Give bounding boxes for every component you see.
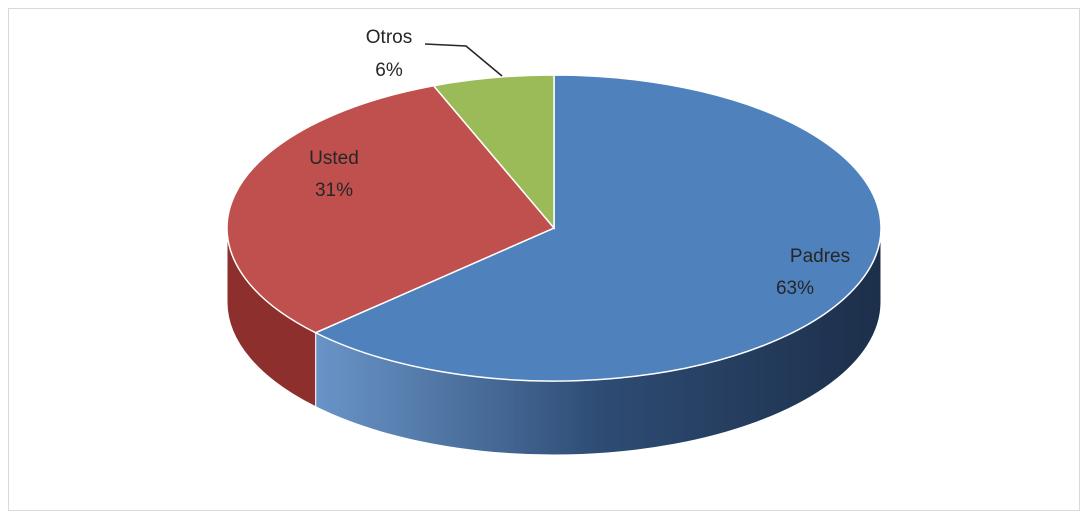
label-padres-name: Padres	[790, 246, 850, 267]
label-padres-percent: 63%	[776, 278, 814, 299]
pie-tops	[226, 74, 882, 382]
label-otros-percent: 6%	[375, 60, 403, 81]
pie-slice-otros	[432, 74, 555, 231]
pie-slice-padres	[313, 74, 882, 382]
label-otros-name: Otros	[366, 27, 412, 48]
label-usted-name: Usted	[309, 148, 359, 169]
otros-leader-line	[424, 43, 503, 77]
pie-slice-usted	[226, 84, 556, 334]
label-usted-percent: 31%	[315, 180, 353, 201]
